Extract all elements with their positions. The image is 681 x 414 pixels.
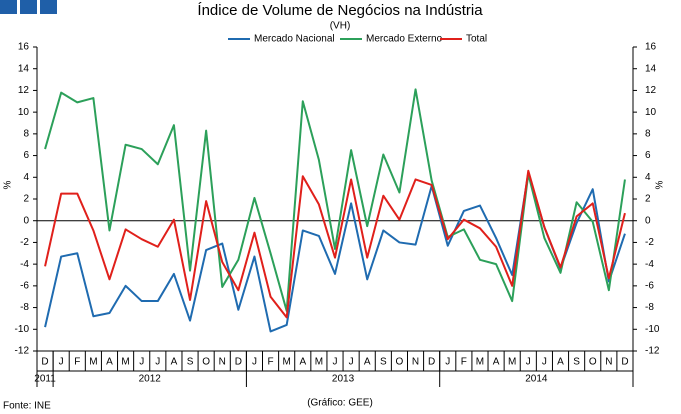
y2-tick-label: 6: [645, 150, 651, 161]
x-tick-label: J: [155, 357, 160, 368]
y-tick-label: -8: [20, 302, 29, 313]
x-tick-label: A: [299, 357, 306, 368]
logo-block: [20, 0, 37, 14]
x-tick-label: N: [412, 357, 419, 368]
legend-label: Total: [466, 34, 487, 45]
year-label: 2011: [34, 374, 56, 385]
y-axis-label: %: [3, 180, 14, 189]
y2-tick-label: -10: [645, 324, 660, 335]
x-tick-label: D: [428, 357, 435, 368]
y-tick-label: 0: [23, 215, 29, 226]
x-tick-label: M: [476, 357, 484, 368]
source: Fonte: INE: [3, 401, 51, 412]
y2-tick-label: -2: [645, 237, 654, 248]
y-tick-label: 4: [23, 172, 29, 183]
x-tick-label: O: [202, 357, 210, 368]
x-tick-label: S: [380, 357, 387, 368]
y-tick-label: 14: [18, 63, 30, 74]
y2-tick-label: 14: [645, 63, 657, 74]
x-tick-label: A: [171, 357, 178, 368]
x-tick-label: M: [508, 357, 516, 368]
x-tick-label: M: [121, 357, 129, 368]
y-tick-label: 8: [23, 128, 29, 139]
chart-subtitle: (VH): [330, 21, 351, 32]
series-line: [44, 88, 626, 312]
y2-tick-label: 0: [645, 215, 651, 226]
y2-axis-label: %: [655, 180, 666, 189]
y2-tick-label: -8: [645, 302, 654, 313]
y-tick-label: -4: [20, 259, 29, 270]
x-tick-label: J: [333, 357, 338, 368]
x-tick-label: J: [445, 357, 450, 368]
legend-label: Mercado Externo: [366, 34, 443, 45]
y-tick-label: -10: [15, 324, 30, 335]
x-tick-label: N: [605, 357, 612, 368]
y-tick-label: 10: [18, 107, 30, 118]
x-tick-label: N: [219, 357, 226, 368]
y2-tick-label: 8: [645, 128, 651, 139]
y2-tick-label: 12: [645, 85, 657, 96]
y-tick-label: -2: [20, 237, 29, 248]
y2-tick-label: -12: [645, 346, 660, 357]
x-tick-label: A: [106, 357, 113, 368]
y-tick-label: 12: [18, 85, 30, 96]
x-tick-label: J: [59, 357, 64, 368]
y-tick-label: 6: [23, 150, 29, 161]
x-tick-label: O: [589, 357, 597, 368]
x-tick-label: F: [74, 357, 80, 368]
y2-tick-label: 10: [645, 107, 657, 118]
chart-title: Índice de Volume de Negócios na Indústri…: [197, 2, 483, 19]
x-tick-label: O: [396, 357, 404, 368]
y-tick-label: 16: [18, 42, 30, 53]
x-tick-label: A: [364, 357, 371, 368]
series-line: [44, 169, 626, 319]
x-tick-label: J: [139, 357, 144, 368]
year-label: 2013: [332, 374, 355, 385]
year-label: 2012: [139, 374, 162, 385]
series-line: [44, 171, 626, 333]
x-tick-label: J: [252, 357, 257, 368]
y2-tick-label: -6: [645, 280, 654, 291]
y2-tick-label: 4: [645, 172, 651, 183]
x-tick-label: D: [41, 357, 48, 368]
logo-block: [0, 0, 17, 14]
x-tick-label: D: [621, 357, 628, 368]
x-tick-label: M: [283, 357, 291, 368]
y-tick-label: -6: [20, 280, 29, 291]
x-tick-label: S: [187, 357, 194, 368]
y-tick-label: 2: [23, 194, 29, 205]
x-tick-label: A: [493, 357, 500, 368]
legend-label: Mercado Nacional: [254, 34, 335, 45]
y2-tick-label: 2: [645, 194, 651, 205]
logo-block: [40, 0, 57, 14]
year-label: 2014: [525, 374, 548, 385]
x-tick-label: J: [349, 357, 354, 368]
x-tick-label: D: [235, 357, 242, 368]
y2-tick-label: 16: [645, 42, 657, 53]
x-tick-label: F: [268, 357, 274, 368]
x-tick-label: F: [461, 357, 467, 368]
y2-tick-label: -4: [645, 259, 654, 270]
x-tick-label: M: [315, 357, 323, 368]
x-tick-label: S: [573, 357, 580, 368]
x-tick-label: J: [526, 357, 531, 368]
x-tick-label: M: [89, 357, 97, 368]
y-tick-label: -12: [15, 346, 30, 357]
x-tick-label: A: [557, 357, 564, 368]
x-tick-label: J: [542, 357, 547, 368]
credit: (Gráfico: GEE): [307, 398, 373, 409]
